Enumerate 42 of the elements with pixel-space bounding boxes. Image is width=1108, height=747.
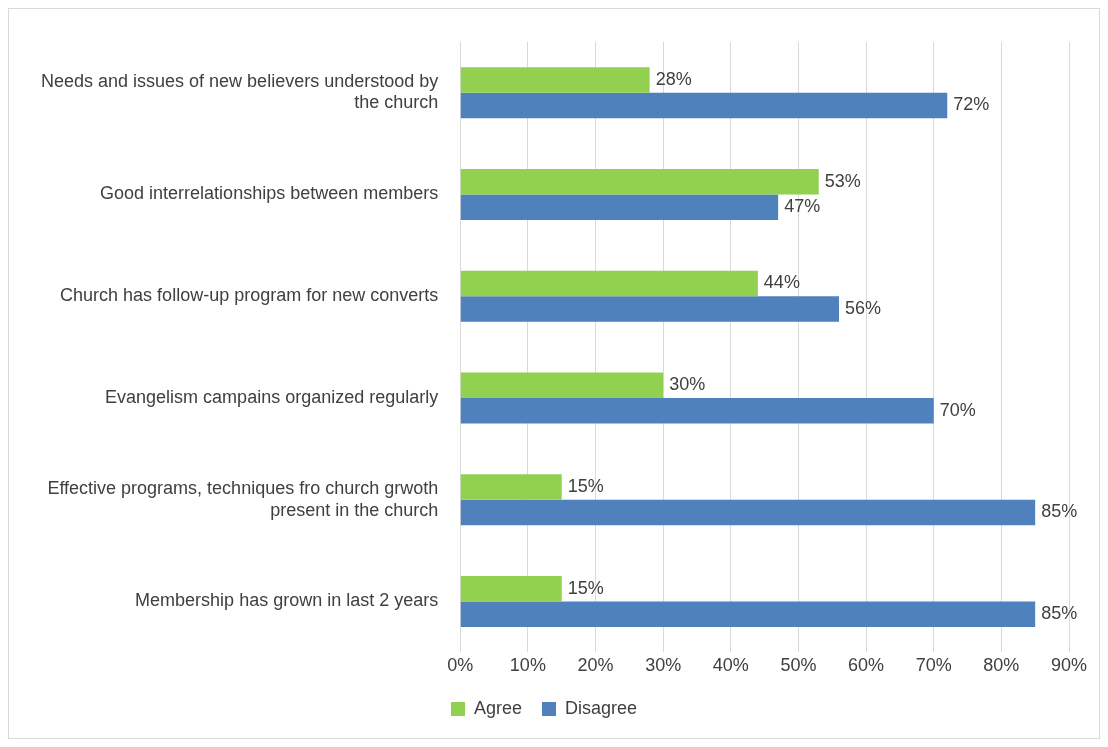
data-label: 85% [1041, 501, 1078, 522]
bar [460, 499, 1036, 526]
x-tick-label: 40% [712, 655, 749, 676]
data-label: 47% [784, 196, 821, 217]
y-tick-label: Church has follow-up program for new converts [60, 285, 439, 306]
y-tick-label: Effective programs, techniques fro church grwoth present in the church [47, 477, 439, 520]
data-label: 56% [845, 297, 882, 318]
x-tick-label: 30% [645, 655, 682, 676]
y-tick-label: Needs and issues of new believers understood by the church [40, 70, 439, 113]
x-tick-label: 50% [780, 655, 817, 676]
y-tick-label: Membership has grown in last 2 years [135, 590, 439, 611]
x-tick-label: 60% [848, 655, 885, 676]
data-label: 28% [655, 68, 692, 89]
bar [460, 169, 819, 195]
data-label: 15% [567, 476, 604, 496]
legend-label: Disagree [565, 697, 638, 718]
data-label: 72% [953, 94, 990, 115]
bar [460, 601, 1036, 627]
bar [460, 270, 758, 297]
x-tick-label: 80% [983, 655, 1020, 676]
bar [460, 296, 840, 322]
x-tick-label: 20% [577, 655, 614, 676]
bar [460, 67, 650, 93]
x-tick-label: 90% [1050, 655, 1088, 676]
data-label: 15% [567, 577, 604, 598]
data-label: 85% [1041, 603, 1078, 624]
data-label: 44% [763, 272, 800, 293]
y-tick-label: Evangelism campains organized regularly [105, 386, 439, 407]
bar [460, 92, 948, 119]
bar [460, 397, 934, 424]
legend-label: Agree [473, 697, 523, 718]
x-tick-label: 10% [509, 655, 546, 676]
data-label: 53% [824, 170, 861, 191]
bar [460, 372, 664, 398]
data-label: 70% [939, 399, 976, 420]
x-tick-label: 70% [915, 655, 952, 676]
x-tick-label: 0% [447, 655, 474, 676]
y-tick-label: Good interrelationships between members [100, 183, 439, 204]
bar [460, 576, 562, 602]
data-label: 30% [669, 374, 706, 395]
bar [460, 194, 779, 220]
bar [460, 474, 562, 500]
